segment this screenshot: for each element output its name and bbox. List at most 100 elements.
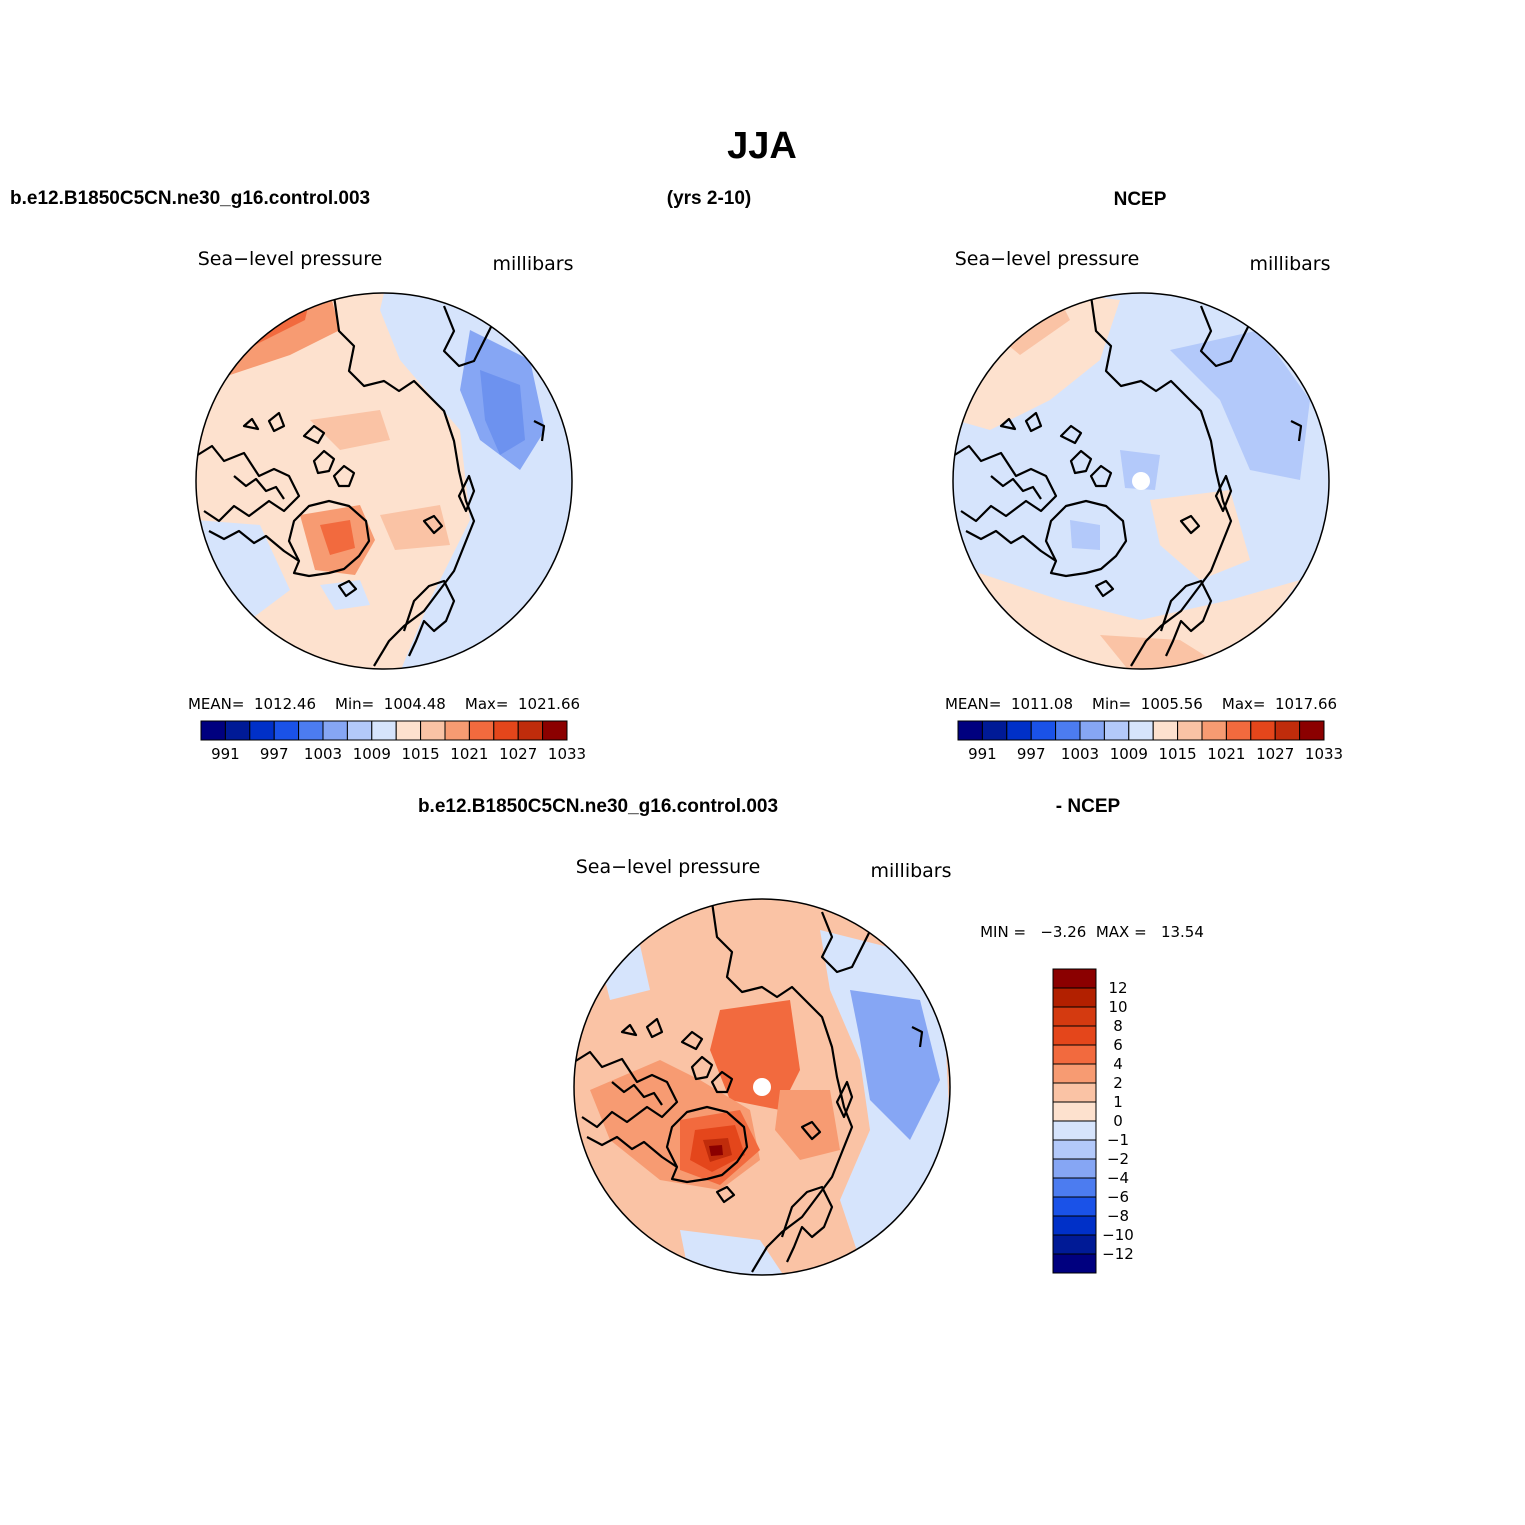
colorbar-swatch (1052, 1063, 1097, 1084)
model-panel: Sea−level pressure millibars MEAN= 1012.… (188, 248, 586, 763)
difference-polar-map (574, 899, 950, 1275)
colorbar-tick-label: 1021 (1207, 745, 1245, 763)
colorbar-tick-label: 4 (1113, 1055, 1123, 1073)
ncep-colorbar: 991 997 1003 1009 1015 1021 1027 1033 (957, 720, 1343, 763)
colorbar-tick-label: −6 (1107, 1188, 1129, 1206)
colorbar-swatch (1103, 720, 1130, 741)
colorbar-tick-label: 1033 (1305, 745, 1343, 763)
ncep-stats-line: MEAN= 1011.08 Min= 1005.56 Max= 1017.66 (945, 695, 1337, 713)
colorbar-tick-label: 2 (1113, 1074, 1123, 1092)
colorbar-swatch (1052, 1101, 1097, 1122)
colorbar-swatch (1052, 1234, 1097, 1255)
colorbar-swatch (395, 720, 422, 741)
colorbar-swatch (1052, 1006, 1097, 1027)
colorbar-swatch (371, 720, 397, 741)
colorbar-tick-label: 0 (1113, 1112, 1123, 1130)
colorbar-swatch (1052, 1120, 1097, 1141)
colorbar-swatch (1201, 720, 1227, 741)
colorbar-swatch (1225, 720, 1252, 741)
colorbar-tick-label: −10 (1102, 1226, 1134, 1244)
colorbar-tick-label: 1021 (450, 745, 488, 763)
colorbar-swatch (1052, 1158, 1097, 1179)
colorbar-tick-label: 997 (260, 745, 289, 763)
colorbar-swatch (249, 720, 275, 741)
colorbar-swatch (981, 720, 1008, 741)
top-center-years-label: (yrs 2-10) (667, 188, 752, 209)
colorbar-tick-label: 1027 (1256, 745, 1294, 763)
colorbar-swatch (468, 720, 495, 741)
colorbar-tick-label: 1 (1113, 1093, 1123, 1111)
top-left-case-label: b.e12.B1850C5CN.ne30_g16.control.003 (10, 188, 370, 209)
colorbar-swatch (1052, 968, 1097, 989)
colorbar-swatch (1152, 720, 1179, 741)
colorbar-tick-label: 1003 (1061, 745, 1099, 763)
colorbar-swatch (322, 720, 348, 741)
colorbar-swatch (420, 720, 446, 741)
colorbar-swatch (1250, 720, 1276, 741)
colorbar-tick-label: 10 (1108, 998, 1127, 1016)
colorbar-swatch (957, 720, 983, 741)
colorbar-swatch (1052, 1025, 1097, 1046)
colorbar-tick-label: −8 (1107, 1207, 1129, 1225)
colorbar-tick-label: 1009 (1110, 745, 1148, 763)
colorbar-tick-label: 1009 (353, 745, 391, 763)
colorbar-swatch (298, 720, 324, 741)
colorbar-swatch (1177, 720, 1203, 741)
bottom-left-case-label: b.e12.B1850C5CN.ne30_g16.control.003 (418, 796, 778, 817)
colorbar-swatch (1052, 1215, 1097, 1236)
colorbar-swatch (1299, 720, 1325, 741)
difference-panel: Sea−level pressure millibars MIN = −3.26… (573, 856, 1204, 1276)
ncep-polar-map (953, 293, 1329, 669)
model-map-units: millibars (492, 253, 573, 275)
bottom-right-ncep-label: - NCEP (1056, 796, 1121, 817)
model-map-title: Sea−level pressure (198, 248, 383, 270)
colorbar-swatch (1052, 1177, 1097, 1198)
colorbar-swatch (1052, 1082, 1097, 1103)
colorbar-tick-label: 12 (1108, 979, 1127, 997)
colorbar-swatch (1079, 720, 1105, 741)
colorbar-swatch (346, 720, 373, 741)
colorbar-swatch (1052, 1139, 1097, 1160)
colorbar-swatch (1274, 720, 1301, 741)
top-right-ncep-label: NCEP (1114, 189, 1167, 210)
diff-map-units: millibars (870, 860, 951, 882)
colorbar-swatch (542, 720, 568, 741)
colorbar-swatch (1052, 1196, 1097, 1217)
colorbar-tick-label: 1015 (1159, 745, 1197, 763)
colorbar-tick-label: 6 (1113, 1036, 1123, 1054)
colorbar-swatch (1030, 720, 1057, 741)
colorbar-tick-label: 1003 (304, 745, 342, 763)
diff-map-title: Sea−level pressure (576, 856, 761, 878)
colorbar-tick-label: 1015 (402, 745, 440, 763)
colorbar-swatch (200, 720, 226, 741)
model-colorbar: 991 997 1003 1009 1015 1021 1027 1033 (200, 720, 586, 763)
colorbar-tick-label: −12 (1102, 1245, 1134, 1263)
figure-title: JJA (727, 125, 797, 167)
colorbar-swatch (1052, 1044, 1097, 1065)
model-polar-map (196, 293, 572, 669)
colorbar-swatch (224, 720, 251, 741)
ncep-map-units: millibars (1249, 253, 1330, 275)
colorbar-swatch (493, 720, 519, 741)
colorbar-tick-label: 1027 (499, 745, 537, 763)
model-stats-line: MEAN= 1012.46 Min= 1004.48 Max= 1021.66 (188, 695, 580, 713)
colorbar-swatch (517, 720, 544, 741)
colorbar-tick-label: 8 (1113, 1017, 1123, 1035)
colorbar-tick-label: −1 (1107, 1131, 1129, 1149)
colorbar-swatch (1006, 720, 1032, 741)
colorbar-swatch (273, 720, 300, 741)
colorbar-swatch (1052, 987, 1097, 1008)
colorbar-tick-label: 1033 (548, 745, 586, 763)
diff-minmax-line: MIN = −3.26 MAX = 13.54 (980, 923, 1204, 941)
colorbar-swatch (1052, 1253, 1097, 1274)
colorbar-tick-label: −4 (1107, 1169, 1129, 1187)
ncep-panel: Sea−level pressure millibars MEAN= 1011.… (945, 248, 1343, 763)
colorbar-tick-label: 991 (968, 745, 997, 763)
colorbar-tick-label: 991 (211, 745, 240, 763)
colorbar-swatch (1055, 720, 1081, 741)
colorbar-tick-label: 997 (1017, 745, 1046, 763)
colorbar-swatch (444, 720, 470, 741)
